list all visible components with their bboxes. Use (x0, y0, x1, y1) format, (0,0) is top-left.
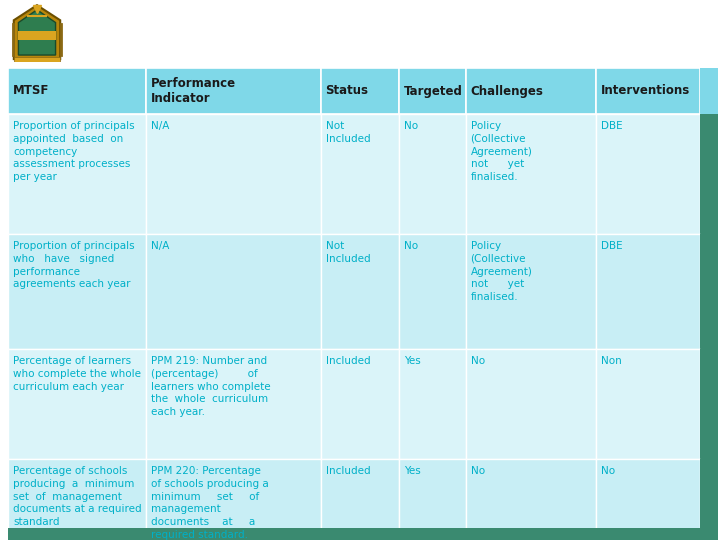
Bar (399, 114, 466, 234)
Bar (320, 349, 399, 459)
Bar (399, 459, 466, 540)
Bar (8, 349, 145, 459)
Bar (8, 234, 145, 349)
Polygon shape (14, 5, 60, 59)
Text: Percentage of schools
producing  a  minimum
set  of  management
documents at a r: Percentage of schools producing a minimu… (13, 466, 142, 527)
Text: Yes: Yes (404, 466, 420, 476)
Text: Non: Non (600, 356, 621, 366)
Bar (700, 68, 718, 114)
Bar (19, 31, 55, 40)
Bar (466, 68, 596, 114)
Text: N/A: N/A (150, 241, 169, 251)
Text: No: No (600, 466, 615, 476)
Text: Included: Included (325, 356, 370, 366)
Bar (596, 114, 700, 234)
Bar (596, 234, 700, 349)
Bar (8, 68, 145, 114)
Bar (320, 459, 399, 540)
Bar (145, 114, 320, 234)
Text: Challenges: Challenges (471, 84, 544, 98)
Text: PPM 220: Percentage
of schools producing a
minimum     set     of
management
doc: PPM 220: Percentage of schools producing… (150, 466, 269, 540)
Bar (145, 234, 320, 349)
Bar (399, 349, 466, 459)
Bar (14, 57, 60, 62)
Bar (466, 114, 596, 234)
Bar (700, 459, 718, 540)
Bar (596, 459, 700, 540)
Polygon shape (19, 10, 55, 55)
Text: Yes: Yes (404, 356, 420, 366)
Bar (466, 349, 596, 459)
Text: Policy
(Collective
Agreement)
not      yet
finalised.: Policy (Collective Agreement) not yet fi… (471, 121, 533, 182)
Bar (700, 234, 718, 349)
Text: No: No (404, 241, 418, 251)
Bar (596, 349, 700, 459)
Text: Policy
(Collective
Agreement)
not      yet
finalised.: Policy (Collective Agreement) not yet fi… (471, 241, 533, 302)
Text: PPM 219: Number and
(percentage)         of
learners who complete
the  whole  cu: PPM 219: Number and (percentage) of lear… (150, 356, 270, 417)
Text: Percentage of learners
who complete the whole
curriculum each year: Percentage of learners who complete the … (13, 356, 141, 392)
Bar (320, 68, 399, 114)
Bar (145, 459, 320, 540)
Bar (596, 68, 700, 114)
Bar (145, 349, 320, 459)
Text: Interventions: Interventions (600, 84, 690, 98)
Text: MTSF: MTSF (13, 84, 50, 98)
Text: Not
Included: Not Included (325, 241, 370, 264)
Bar (700, 349, 718, 459)
Text: DBE: DBE (600, 121, 623, 131)
Bar (700, 114, 718, 234)
Bar (399, 234, 466, 349)
Text: No: No (471, 466, 485, 476)
Bar (8, 114, 145, 234)
Text: DBE: DBE (600, 241, 623, 251)
Bar (8, 528, 718, 540)
Bar (466, 234, 596, 349)
Text: Not
Included: Not Included (325, 121, 370, 144)
Bar (145, 68, 320, 114)
Bar (8, 459, 145, 540)
Text: Status: Status (325, 84, 369, 98)
Bar (466, 459, 596, 540)
Text: N/A: N/A (150, 121, 169, 131)
Text: Proportion of principals
appointed  based  on
competency
assessment processes
pe: Proportion of principals appointed based… (13, 121, 135, 182)
Text: Included: Included (325, 466, 370, 476)
Text: Proportion of principals
who   have   signed
performance
agreements each year: Proportion of principals who have signed… (13, 241, 135, 289)
Text: Targeted: Targeted (404, 84, 462, 98)
Bar (320, 234, 399, 349)
Text: No: No (404, 121, 418, 131)
Text: No: No (471, 356, 485, 366)
Bar (399, 68, 466, 114)
Text: Performance
Indicator: Performance Indicator (150, 77, 235, 105)
Bar (320, 114, 399, 234)
